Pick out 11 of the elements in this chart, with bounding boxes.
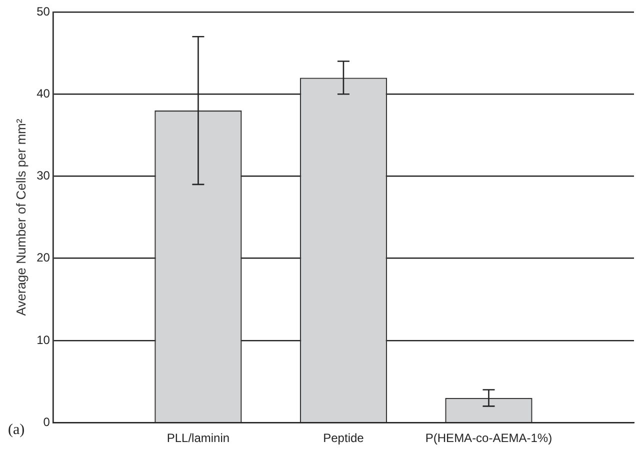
text: (a): [8, 422, 25, 439]
y-tick-label: 10: [36, 332, 50, 347]
y-tick-label: 30: [36, 168, 50, 183]
x-tick-label: P(HEMA-co-AEMA-1%): [425, 431, 552, 446]
y-tick-label: 50: [36, 4, 50, 18]
y-axis-title: Average Number of Cells per mm²: [13, 118, 28, 316]
y-tick-label: 40: [36, 86, 50, 100]
y-tick-label: 0: [43, 414, 50, 429]
x-tick-label: PLL/laminin: [166, 431, 230, 446]
y-tick-label: 20: [36, 250, 50, 265]
x-tick-label: Peptide: [323, 431, 364, 446]
